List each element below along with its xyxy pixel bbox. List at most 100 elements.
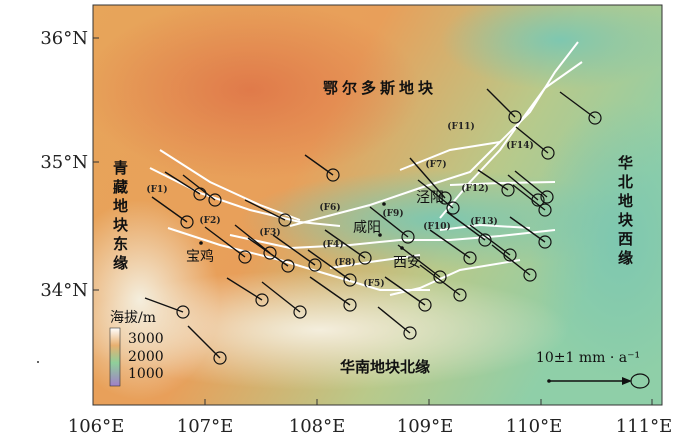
velocity-vector bbox=[559, 91, 596, 119]
velocity-vector bbox=[384, 276, 426, 306]
fault-label: (F1) bbox=[146, 184, 167, 195]
error-ellipse bbox=[255, 293, 269, 307]
velocity-vector bbox=[204, 226, 246, 258]
error-ellipse bbox=[418, 298, 432, 312]
velocity-vector bbox=[187, 325, 221, 359]
velocity-vector bbox=[307, 249, 351, 281]
error-ellipse bbox=[278, 213, 292, 227]
y-tick-label: 34°N bbox=[40, 280, 88, 301]
error-ellipse bbox=[433, 270, 447, 284]
error-ellipse bbox=[453, 288, 467, 302]
error-ellipse bbox=[263, 246, 277, 260]
velocity-vector bbox=[272, 234, 316, 266]
fault-label: (F11) bbox=[447, 121, 474, 132]
fault-label: (F12) bbox=[461, 183, 488, 194]
scale-label: 10±1 mm · a⁻¹ bbox=[536, 350, 640, 366]
region-label: 华南地块北缘 bbox=[340, 358, 430, 376]
legend-label: 2000 bbox=[128, 349, 164, 365]
velocity-vector bbox=[514, 170, 548, 198]
error-ellipse bbox=[238, 250, 252, 264]
city-label: 西安 bbox=[393, 255, 421, 271]
error-ellipse bbox=[326, 168, 340, 182]
velocity-vector bbox=[144, 297, 184, 313]
error-ellipse bbox=[343, 298, 357, 312]
city-dot bbox=[400, 246, 404, 250]
error-ellipse bbox=[446, 201, 460, 215]
x-tick-label: 110°E bbox=[506, 416, 563, 437]
velocity-vector bbox=[182, 174, 216, 201]
fault-label: (F13) bbox=[470, 216, 497, 227]
x-tick-label: 111°E bbox=[616, 416, 673, 437]
velocity-vector bbox=[369, 206, 409, 238]
fault-label: (F14) bbox=[506, 140, 533, 151]
colorbar bbox=[109, 327, 121, 387]
error-ellipse bbox=[401, 230, 415, 244]
velocity-vector bbox=[164, 171, 201, 195]
scale-ellipse bbox=[630, 373, 650, 389]
velocity-vector bbox=[261, 281, 301, 313]
x-tick-label: 106°E bbox=[68, 416, 125, 437]
city-label: 泾阳 bbox=[416, 190, 444, 206]
city-label: 咸阳 bbox=[353, 220, 381, 236]
velocity-vector bbox=[324, 229, 366, 259]
fault-label: (F10) bbox=[423, 221, 450, 232]
legend-title: 海拔/m bbox=[110, 310, 156, 326]
axis-ticks bbox=[93, 37, 653, 405]
error-ellipse bbox=[180, 215, 194, 229]
velocity-vector bbox=[491, 244, 531, 276]
error-ellipse bbox=[208, 193, 222, 207]
terrain bbox=[93, 5, 662, 405]
x-tick-label: 109°E bbox=[397, 416, 454, 437]
fault-label: (F9) bbox=[382, 208, 403, 219]
error-ellipse bbox=[501, 183, 515, 197]
fault-label: (F8) bbox=[334, 257, 355, 268]
velocity-vector bbox=[244, 199, 286, 221]
region-label: 青藏地块东缘 bbox=[111, 159, 129, 274]
velocity-vector bbox=[469, 224, 511, 256]
city-dot bbox=[378, 233, 382, 237]
error-ellipse bbox=[213, 351, 227, 365]
city-dot bbox=[199, 241, 203, 245]
error-ellipse bbox=[343, 273, 357, 287]
x-tick-label: 108°E bbox=[289, 416, 346, 437]
fault-label: (F5) bbox=[363, 278, 384, 289]
scale-arrowhead bbox=[622, 377, 632, 385]
fault-label: (F4) bbox=[322, 239, 343, 250]
x-tick-label: 107°E bbox=[177, 416, 234, 437]
error-ellipse bbox=[531, 193, 545, 207]
error-ellipse bbox=[358, 251, 372, 265]
velocity-vector bbox=[417, 179, 454, 209]
error-ellipse bbox=[523, 268, 537, 282]
velocity-vector bbox=[446, 211, 486, 241]
velocity-vector bbox=[377, 306, 411, 334]
error-ellipse bbox=[538, 235, 552, 249]
region-label: 鄂尔多斯地块 bbox=[323, 79, 437, 97]
velocity-vector bbox=[234, 224, 271, 254]
fault-label: (F6) bbox=[319, 202, 340, 213]
map-frame bbox=[92, 4, 663, 406]
fault-label: (F2) bbox=[199, 215, 220, 226]
velocity-vector bbox=[409, 157, 446, 199]
error-ellipse bbox=[293, 305, 307, 319]
error-ellipse bbox=[541, 146, 555, 160]
error-ellipse bbox=[403, 326, 417, 340]
velocity-vector bbox=[309, 276, 351, 306]
error-ellipse bbox=[463, 251, 477, 265]
error-ellipse bbox=[281, 259, 295, 273]
y-tick-label: 36°N bbox=[40, 28, 88, 49]
region-label: 华北地块西缘 bbox=[616, 154, 634, 269]
error-ellipse bbox=[176, 305, 190, 319]
velocity-vector bbox=[226, 277, 263, 301]
error-ellipse bbox=[538, 203, 552, 217]
city-label: 宝鸡 bbox=[186, 248, 214, 265]
velocity-vector bbox=[247, 237, 289, 267]
dot bbox=[37, 361, 39, 363]
scale-dot bbox=[547, 379, 551, 383]
fault-label: (F7) bbox=[425, 159, 446, 170]
error-ellipse bbox=[508, 110, 522, 124]
velocity-vector bbox=[429, 229, 471, 259]
legend-label: 3000 bbox=[128, 331, 164, 347]
velocity-vectors bbox=[144, 88, 602, 365]
fault-label: (F3) bbox=[259, 227, 280, 238]
